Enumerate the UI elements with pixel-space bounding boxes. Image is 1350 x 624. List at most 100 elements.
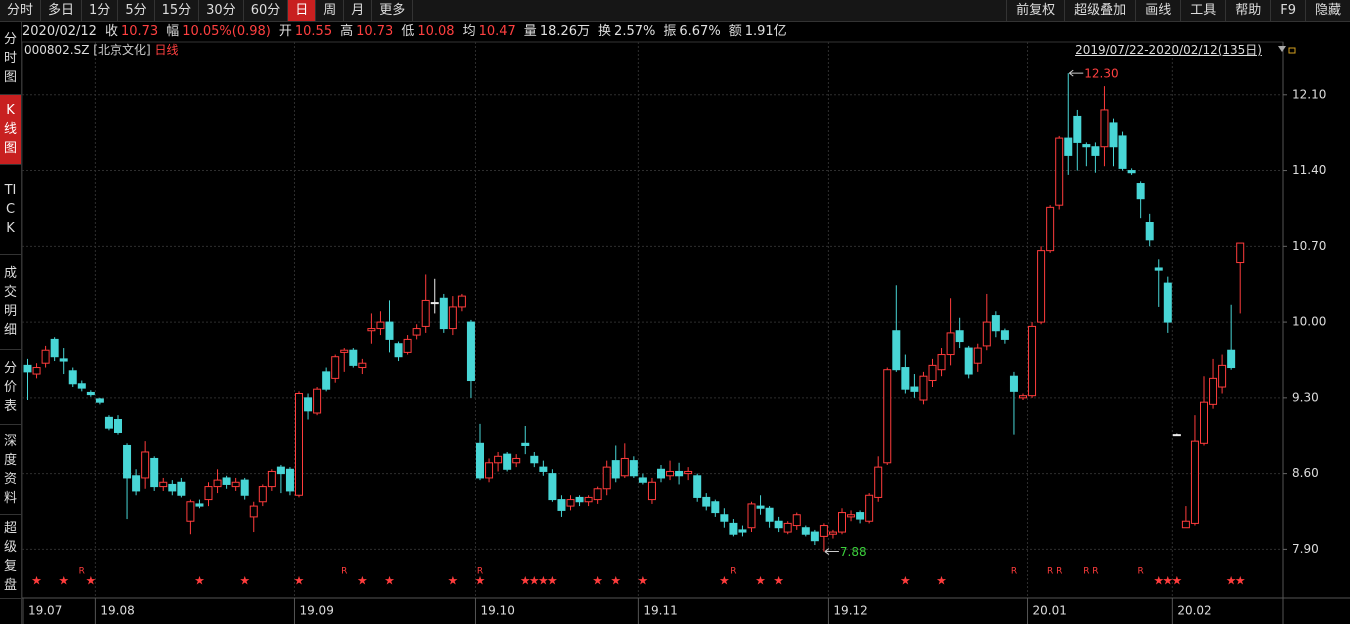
side-tab-label: 分时图: [3, 31, 17, 85]
candle-body: [376, 321, 385, 330]
candle-body: [756, 505, 765, 509]
star-event: ★: [239, 574, 250, 588]
date-range[interactable]: 2019/07/22-2020/02/12(135日): [1075, 43, 1262, 57]
candle-body: [240, 479, 249, 496]
candle-body: [285, 468, 294, 492]
quote-label: 额: [728, 24, 742, 39]
lock-icon[interactable]: [1288, 47, 1296, 54]
candle-body: [937, 354, 946, 371]
x-tick-label: 19.12: [833, 604, 867, 618]
side-tab[interactable]: TICK: [0, 165, 21, 255]
candle-body: [213, 479, 222, 488]
y-tick-label: 11.40: [1292, 163, 1326, 177]
quote-value: 6.67%: [679, 24, 721, 39]
period: 日线: [154, 43, 179, 57]
candle-body: [68, 370, 77, 385]
r-event: R: [1047, 567, 1053, 577]
candle-body: [1154, 267, 1163, 271]
y-tick-label: 10.00: [1292, 315, 1326, 329]
annotation-arrow: [824, 548, 839, 555]
period-tab[interactable]: 15分: [155, 0, 200, 21]
quote-label: 振: [663, 24, 677, 39]
candle-body: [1055, 137, 1064, 206]
menu-item[interactable]: 前复权: [1006, 0, 1064, 21]
menu-item[interactable]: 隐藏: [1304, 0, 1350, 21]
candle-body: [195, 503, 204, 507]
star-event: ★: [520, 574, 531, 588]
candle-body: [304, 397, 313, 412]
candle-body: [295, 393, 303, 496]
star-event: ★: [1171, 574, 1182, 588]
menu-item[interactable]: F9: [1270, 0, 1305, 21]
candle-body: [928, 364, 937, 382]
menu-item[interactable]: 帮助: [1225, 0, 1270, 21]
candle-body: [1037, 250, 1046, 323]
r-event: R: [79, 567, 85, 577]
x-tick-label: 20.02: [1177, 604, 1211, 618]
candle-body: [439, 297, 448, 330]
menu-item[interactable]: 超级叠加: [1064, 0, 1135, 21]
period-tab[interactable]: 更多: [372, 0, 414, 21]
period-tab[interactable]: 多日: [41, 0, 83, 21]
candle-body: [838, 512, 846, 533]
candle-body: [403, 338, 412, 353]
candle-body: [358, 362, 367, 369]
period-tab[interactable]: 周: [316, 0, 345, 21]
star-event: ★: [773, 574, 784, 588]
r-event: R: [1138, 567, 1144, 577]
side-tab-label: 超级复盘: [3, 520, 17, 593]
candle-body: [1136, 183, 1145, 200]
candle-body: [1127, 170, 1136, 174]
candle-body: [973, 347, 982, 364]
candle-body: [1218, 364, 1227, 388]
quote-label: 开: [278, 24, 292, 39]
period-tab[interactable]: 分时: [0, 0, 42, 21]
candle-body: [494, 455, 503, 464]
side-tab-label: 分价表: [3, 360, 17, 414]
stock-name: [北京文化]: [93, 43, 151, 57]
period-tab[interactable]: 月: [344, 0, 373, 21]
side-tab[interactable]: 分时图: [0, 22, 21, 95]
side-tab[interactable]: 成交明细: [0, 255, 21, 350]
toolbar: 分时 多日 1分 5分 15分 30分 60分日周月更多 前复权 超级叠加 画线 工具 帮助 F9 隐藏: [0, 0, 1350, 22]
annotation-arrow: [1068, 69, 1084, 77]
y-tick-label: 10.70: [1292, 239, 1326, 253]
candle-body: [819, 525, 828, 537]
candle-body: [874, 466, 883, 498]
candle-body: [557, 499, 566, 511]
period-tab[interactable]: 1分: [82, 0, 119, 21]
candle-body: [231, 481, 240, 488]
candle-body: [629, 460, 638, 477]
quote-value: 10.05%(0.98): [182, 24, 271, 39]
annotation-label: 7.88: [840, 545, 867, 559]
candle-body: [738, 529, 747, 533]
period-tab[interactable]: 60分: [244, 0, 289, 21]
candle-body: [150, 457, 159, 488]
side-tab[interactable]: K线图: [0, 95, 21, 165]
candle-body: [267, 470, 276, 488]
side-tab[interactable]: 分价表: [0, 350, 21, 425]
quote-value: 10.73: [356, 24, 394, 39]
candle-body: [964, 347, 973, 375]
star-event: ★: [194, 574, 205, 588]
candle-body: [313, 388, 322, 414]
menu-item[interactable]: 工具: [1180, 0, 1225, 21]
period-tab[interactable]: 5分: [118, 0, 155, 21]
star-event: ★: [85, 574, 96, 588]
menu-item[interactable]: 画线: [1135, 0, 1180, 21]
side-tab[interactable]: 深度资料: [0, 425, 21, 515]
candle-body: [1236, 242, 1245, 264]
side-tab[interactable]: 超级复盘: [0, 515, 21, 599]
candle-body: [177, 481, 186, 496]
star-event: ★: [1235, 574, 1246, 588]
quote-value: 2.57%: [614, 24, 656, 39]
candle-body: [512, 457, 521, 464]
period-tab[interactable]: 日: [288, 0, 317, 21]
range-dropdown[interactable]: [1278, 46, 1286, 52]
period-tab[interactable]: 30分: [199, 0, 244, 21]
candle-body: [1100, 109, 1109, 148]
quote-label: 均: [462, 24, 476, 39]
side-tab-label: K线图: [3, 103, 17, 156]
candle-body: [901, 367, 910, 390]
candle-body: [59, 358, 68, 362]
